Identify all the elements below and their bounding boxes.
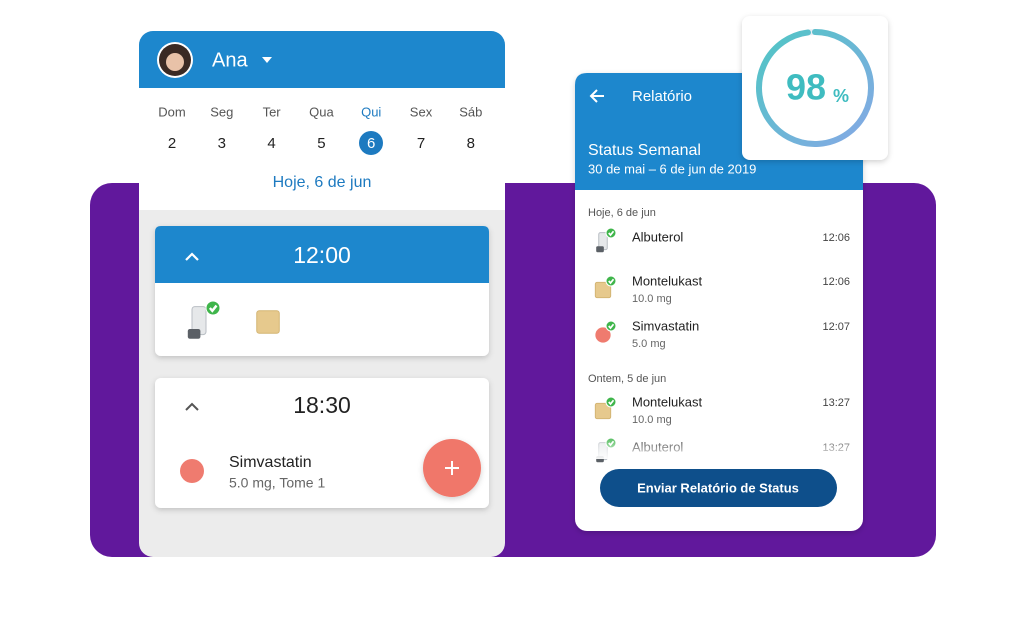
report-period: 30 de mai – 6 de jun de 2019 [588, 161, 756, 176]
list-fade [576, 435, 862, 459]
tablet-icon [256, 310, 280, 334]
weekday: Dom [158, 104, 185, 119]
entry-name: Albuterol [632, 229, 683, 244]
dose-time: 18:30 [293, 392, 351, 418]
back-button[interactable] [589, 89, 604, 103]
entry-time: 12:06 [822, 232, 850, 244]
inhaler-mouth [187, 329, 201, 339]
schedule-screen: Ana Hoje, 6 de jun 12:00 18:30 Simvastat… [139, 31, 505, 557]
today-label: Hoje, 6 de jun [273, 174, 372, 191]
entry-time: 12:07 [822, 321, 850, 333]
check-mark [608, 230, 615, 237]
selected-day [359, 131, 383, 155]
section-label: Hoje, 6 de jun [588, 207, 656, 219]
dose-card-header [155, 226, 489, 283]
pill-icon [180, 459, 204, 483]
medication-name: Simvastatin [229, 454, 312, 471]
weekday: Ter [263, 104, 282, 119]
entry-name: Montelukast [632, 394, 702, 409]
pill-icon [595, 327, 611, 343]
weekday: Sáb [459, 104, 482, 119]
date[interactable]: 8 [467, 135, 475, 152]
date[interactable]: 5 [317, 135, 325, 152]
date[interactable]: 2 [168, 135, 176, 152]
calendar-strip [139, 88, 505, 210]
dose-time: 12:00 [293, 242, 351, 268]
entry-dose: 10.0 mg [632, 414, 672, 426]
section-label: Ontem, 5 de jun [588, 373, 666, 385]
check-mark [608, 323, 615, 330]
entry-dose: 5.0 mg [632, 338, 666, 350]
weekday: Sex [410, 104, 433, 119]
tablet-icon [594, 281, 612, 299]
add-icon [445, 461, 459, 475]
collapse-icon[interactable] [185, 402, 199, 411]
date[interactable]: 6 [367, 135, 375, 152]
dropdown-icon[interactable] [262, 57, 272, 63]
avatar-face [166, 53, 184, 71]
adherence-value: 98 [786, 67, 826, 108]
adherence-ring [756, 29, 874, 147]
tablet-icon [594, 402, 612, 420]
weekday: Qui [361, 104, 381, 119]
date[interactable]: 3 [218, 135, 226, 152]
app-bar [139, 31, 505, 89]
entry-name: Simvastatin [632, 318, 699, 333]
send-report-label[interactable]: Enviar Relatório de Status [637, 480, 799, 495]
entry-time: 13:27 [822, 397, 850, 409]
medication-details: 5.0 mg, Tome 1 [229, 475, 325, 491]
entry-name: Montelukast [632, 273, 702, 288]
send-report-button[interactable] [600, 469, 837, 507]
weekday: Seg [210, 104, 233, 119]
dose-card[interactable] [155, 378, 489, 508]
report-title: Relatório [632, 88, 692, 105]
weekday: Qua [309, 104, 334, 119]
check-mark [608, 399, 615, 406]
entry-time: 12:06 [822, 276, 850, 288]
report-heading: Status Semanal [588, 142, 701, 159]
adherence-badge [742, 16, 888, 160]
entry-dose: 10.0 mg [632, 293, 672, 305]
inhaler-mouth [596, 246, 604, 253]
date[interactable]: 4 [267, 135, 275, 152]
date[interactable]: 7 [417, 135, 425, 152]
adherence-unit: % [833, 86, 849, 106]
user-name[interactable]: Ana [212, 49, 248, 71]
collapse-icon[interactable] [185, 252, 199, 261]
check-mark [608, 278, 615, 285]
check-mark [208, 304, 218, 313]
